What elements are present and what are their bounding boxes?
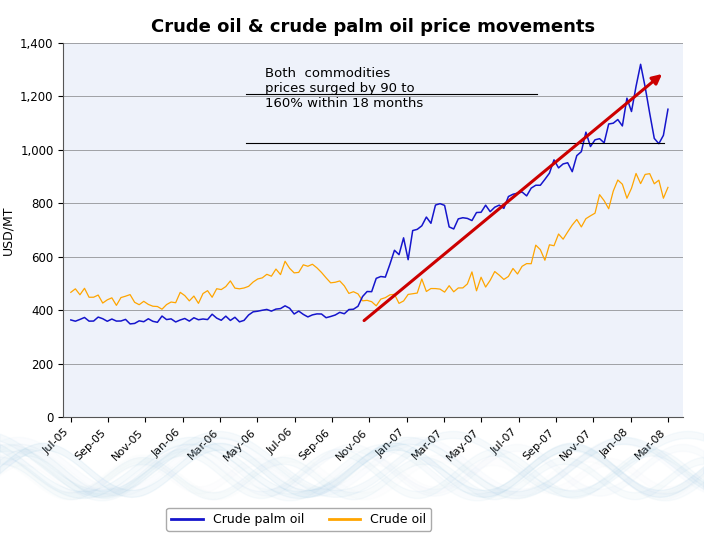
- Text: Both  commodities
prices surged by 90 to
160% within 18 months: Both commodities prices surged by 90 to …: [265, 67, 423, 110]
- Y-axis label: USD/MT: USD/MT: [1, 205, 15, 255]
- Legend: Crude palm oil, Crude oil: Crude palm oil, Crude oil: [166, 508, 432, 531]
- Title: Crude oil & crude palm oil price movements: Crude oil & crude palm oil price movemen…: [151, 18, 595, 36]
- Text: iFAST: iFAST: [567, 488, 644, 512]
